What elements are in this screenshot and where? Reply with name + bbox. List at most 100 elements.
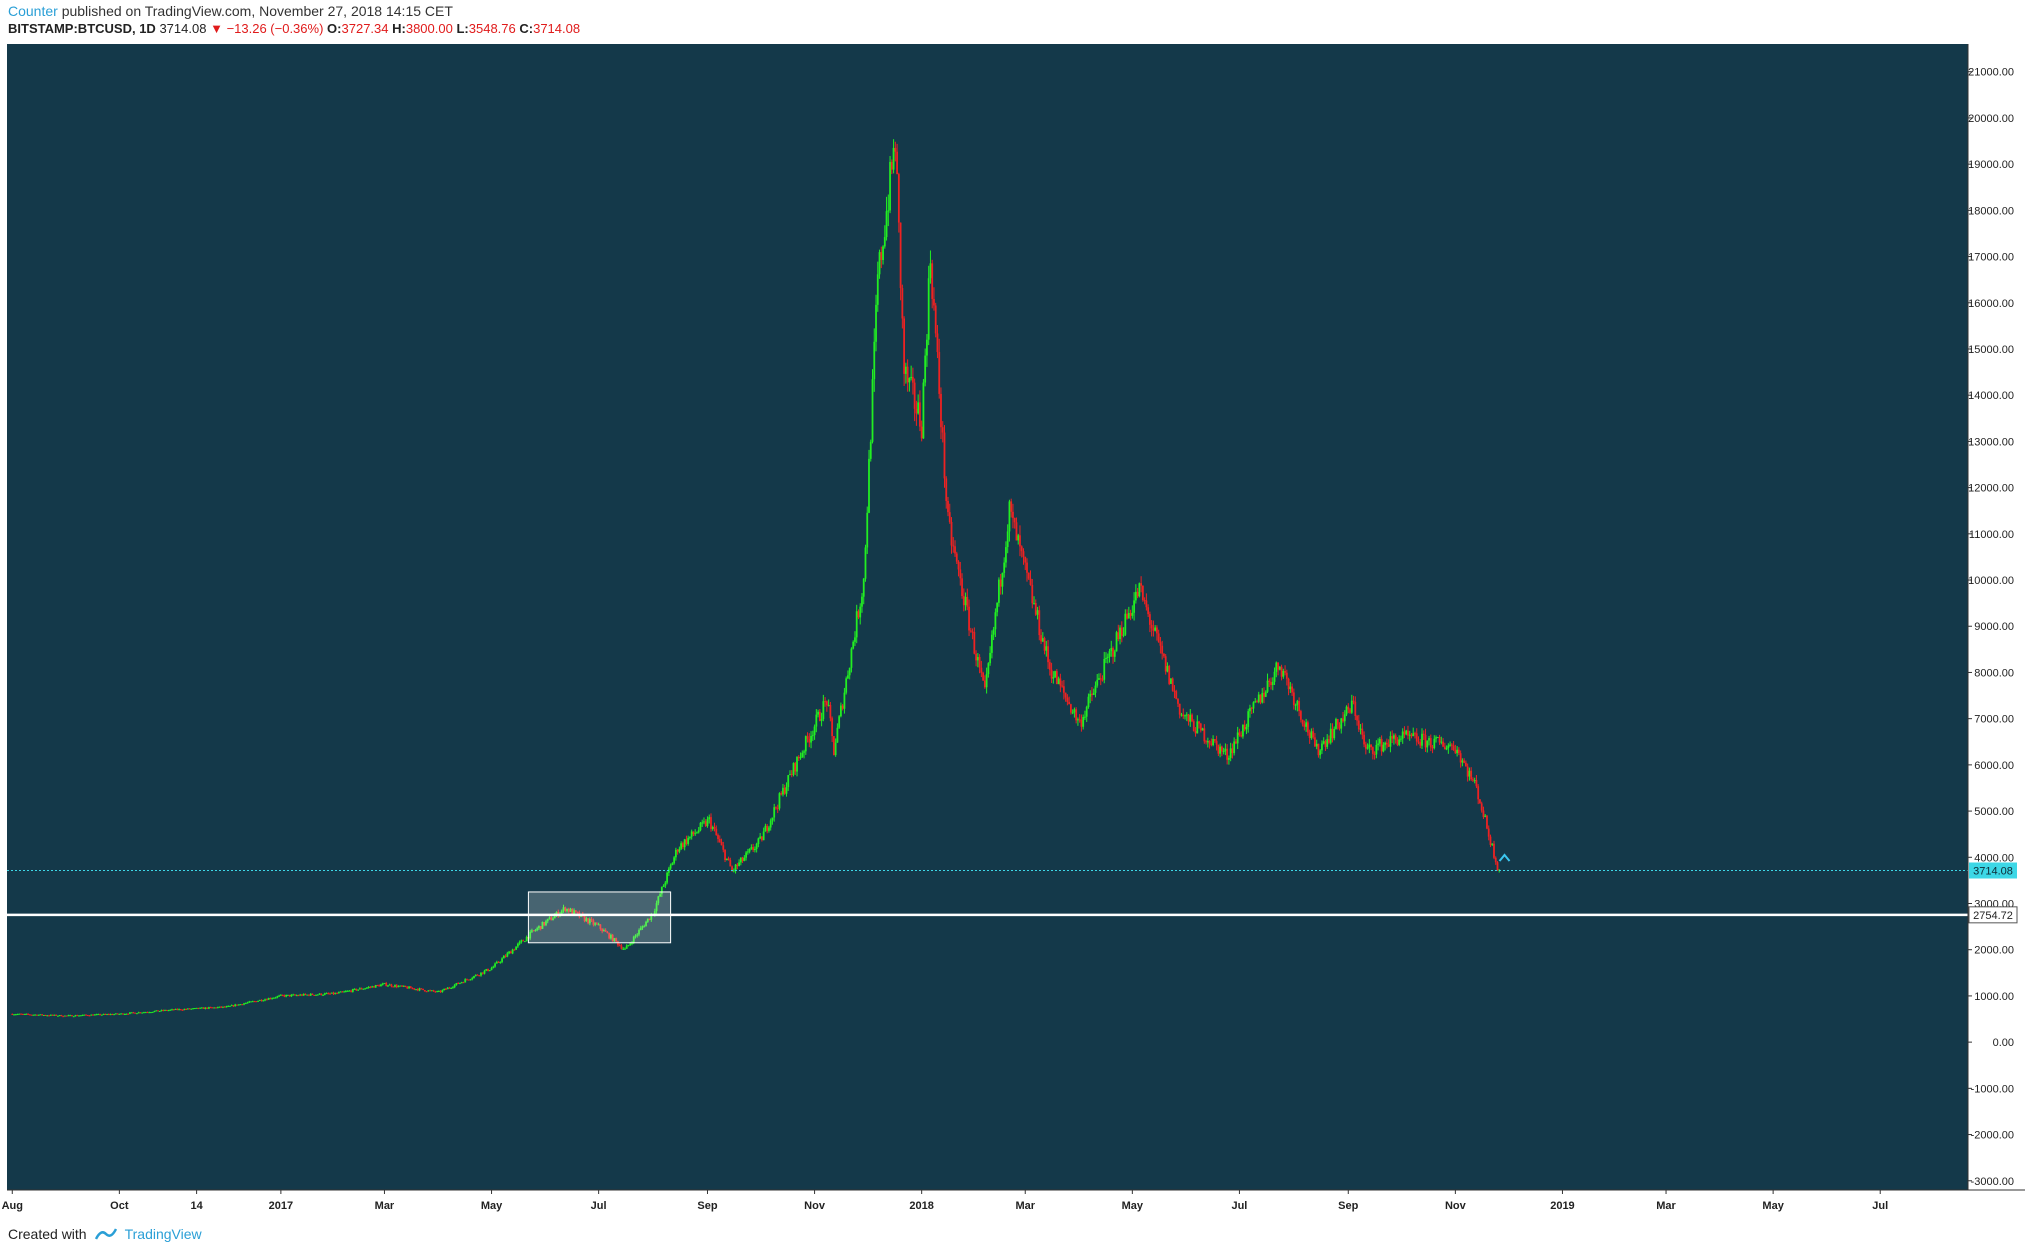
- candle-body: [1096, 679, 1099, 686]
- candle: [164, 1009, 166, 1012]
- candle: [1440, 736, 1443, 745]
- candle: [1087, 693, 1090, 709]
- candle: [1479, 799, 1481, 804]
- candle: [399, 985, 402, 987]
- candle-body: [531, 930, 533, 932]
- candle: [197, 1007, 200, 1010]
- candle-body: [118, 1013, 121, 1015]
- candle: [1449, 741, 1451, 747]
- range-box: [527, 891, 672, 944]
- candle-body: [239, 1004, 242, 1006]
- candle-body: [674, 849, 677, 858]
- plot-area[interactable]: [7, 44, 1968, 1190]
- footer: Created with TradingView: [8, 1226, 202, 1242]
- candle: [1447, 743, 1450, 754]
- candle-body: [1482, 810, 1485, 817]
- candle: [153, 1010, 156, 1013]
- candle-body: [1003, 562, 1006, 573]
- candle-body: [1479, 799, 1481, 804]
- candle: [1482, 806, 1485, 819]
- created-with-label: Created with: [8, 1226, 87, 1242]
- candle: [388, 983, 391, 986]
- candle: [1062, 679, 1065, 700]
- symbol-legend: BITSTAMP:BTCUSD, 1D 3714.08 ▼ −13.26 (−0…: [8, 21, 580, 36]
- candle: [843, 687, 846, 714]
- time-axis[interactable]: Aug Oct 14 2017 Mar May Jul Sep Nov 2018 Mar May Jul…: [2, 1190, 1889, 1212]
- candle: [674, 847, 677, 861]
- candle: [1491, 843, 1494, 847]
- candle-body: [943, 432, 946, 479]
- candle: [920, 420, 923, 442]
- candle-body: [1119, 627, 1121, 640]
- candle-body: [583, 915, 586, 922]
- candle-body: [685, 839, 688, 844]
- candle-body: [776, 808, 779, 810]
- candle: [111, 1013, 114, 1016]
- candle: [1380, 735, 1383, 756]
- candle-body: [940, 393, 942, 428]
- candle: [1236, 726, 1239, 750]
- candle: [471, 976, 474, 981]
- candle: [606, 930, 609, 934]
- candle: [16, 1013, 19, 1016]
- candle: [1045, 640, 1048, 657]
- candle-body: [903, 318, 906, 374]
- candle-body: [85, 1014, 87, 1016]
- candle-body: [395, 985, 398, 988]
- candle-body: [58, 1015, 61, 1017]
- candle-body: [1410, 734, 1413, 737]
- candle: [490, 966, 493, 971]
- candle: [515, 946, 518, 950]
- candle: [49, 1014, 52, 1016]
- candle: [1094, 681, 1097, 698]
- candle: [116, 1013, 119, 1015]
- candle-body: [136, 1013, 138, 1015]
- candle-body: [37, 1014, 40, 1016]
- candle: [1092, 688, 1095, 696]
- candle-body: [971, 631, 974, 633]
- candle-body: [348, 990, 351, 992]
- candle-body: [1387, 744, 1390, 747]
- candle-body: [14, 1014, 17, 1016]
- candle-body: [279, 994, 282, 996]
- candle-body: [369, 987, 372, 989]
- candle: [1143, 597, 1146, 605]
- candle: [78, 1015, 80, 1017]
- candle: [766, 823, 769, 834]
- candle-body: [278, 995, 281, 997]
- candle: [1419, 738, 1422, 749]
- candle-body: [961, 578, 963, 596]
- candle-body: [696, 832, 698, 834]
- candle-body: [1008, 501, 1011, 532]
- candle-body: [978, 657, 981, 668]
- candle-body: [425, 991, 428, 993]
- candle-body: [1082, 717, 1085, 727]
- candle: [806, 732, 809, 743]
- candle-body: [95, 1014, 98, 1016]
- candle-body: [708, 817, 711, 820]
- candle: [376, 984, 379, 987]
- candle-body: [829, 704, 832, 719]
- candle-body: [585, 918, 588, 922]
- candle-body: [516, 943, 519, 947]
- tradingview-brand[interactable]: TradingView: [124, 1226, 202, 1242]
- candle-body: [899, 222, 902, 289]
- candle: [350, 989, 352, 993]
- candle: [464, 978, 467, 983]
- candle-body: [594, 923, 597, 925]
- candle: [1015, 517, 1018, 541]
- candle: [439, 990, 442, 994]
- candle-body: [553, 915, 556, 919]
- author-link[interactable]: Counter: [8, 3, 58, 19]
- candle-body: [1124, 613, 1127, 635]
- candle: [353, 988, 356, 990]
- price-axis[interactable]: -3000.00-2000.00-1000.000.001000.002000.…: [1968, 67, 2014, 1188]
- last-price-tag-bg: [1969, 862, 2017, 879]
- candle: [1435, 735, 1437, 743]
- candle-body: [1480, 803, 1483, 811]
- candle-body: [727, 858, 730, 861]
- candle-body: [1215, 740, 1218, 745]
- y-tick-label: 20000.00: [1968, 113, 2014, 125]
- candle-body: [543, 921, 546, 926]
